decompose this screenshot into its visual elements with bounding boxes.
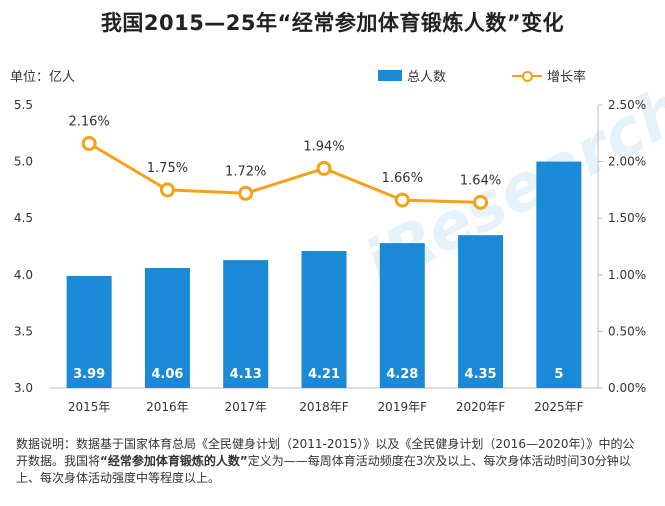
growth-rate-line: [88, 142, 481, 204]
growth-rate-point: [81, 135, 97, 151]
x-tick-label: 2018年F: [299, 400, 349, 414]
y-right-tick-label: 2.00%: [608, 155, 646, 169]
legend-label-growth: 增长率: [547, 70, 587, 85]
bar-value-label: 4.06: [151, 367, 183, 382]
growth-rate-point: [238, 185, 254, 201]
y-left-tick-label: 3.0: [14, 381, 33, 395]
y-right-tick-label: 1.00%: [608, 268, 646, 282]
bar-value-label: 4.13: [230, 367, 262, 382]
bar-value-label: 5: [554, 367, 563, 382]
y-left-tick-label: 5.5: [14, 98, 33, 112]
y-left-tick-label: 4.0: [14, 268, 33, 282]
x-tick-label: 2015年: [68, 400, 111, 414]
bar: [536, 161, 582, 388]
growth-rate-label: 1.66%: [382, 171, 423, 186]
bar-value-label: 4.35: [465, 367, 497, 382]
growth-rate-label: 1.75%: [147, 161, 188, 176]
y-left-tick-label: 5.0: [14, 155, 33, 169]
note-prefix: 数据说明：数据基于国家体育总局《全民健身计划（2011-2015）》以及《全民健…: [16, 437, 635, 468]
unit-label: 单位：亿人: [10, 70, 76, 85]
bar: [223, 260, 269, 388]
note-suffix: 定义为——每周体育活动频度在3次及以上、每次身体活动时间30分钟以上、每次身体活…: [16, 454, 631, 485]
legend-item-total: 总人数: [378, 66, 446, 85]
growth-rate-point: [473, 194, 489, 210]
y-right-tick-label: 1.50%: [608, 211, 646, 225]
y-left-tick-label: 3.5: [14, 324, 33, 338]
combo-chart: 3.0 3.5 4.0 4.5 5.0 5.5 0.00% 0.50% 1.00% 1.50% 2.…: [14, 98, 646, 414]
growth-rate-label: 1.64%: [460, 173, 501, 188]
bar: [66, 275, 112, 388]
legend-swatch-bar: [378, 70, 402, 81]
growth-rate-point: [159, 182, 175, 198]
legend-label-total: 总人数: [407, 70, 447, 85]
growth-rate-label: 2.16%: [68, 114, 109, 129]
bar: [144, 268, 190, 388]
x-tick-label: 2020年F: [456, 400, 506, 414]
legend-swatch-line: [512, 70, 542, 82]
growth-rate-point: [394, 192, 410, 208]
x-tick-label: 2017年: [224, 400, 267, 414]
bar: [458, 235, 504, 388]
x-tick-label: 2019年F: [378, 400, 428, 414]
bar: [379, 243, 425, 388]
x-tick-label: 2016年: [146, 400, 189, 414]
growth-rate-point: [316, 160, 332, 176]
bar: [301, 251, 347, 388]
y-right-tick-label: 0.00%: [608, 381, 646, 395]
bar-value-label: 4.28: [386, 367, 418, 382]
y-right-tick-label: 2.50%: [608, 98, 646, 112]
bar-value-label: 4.21: [308, 367, 340, 382]
data-note: 数据说明：数据基于国家体育总局《全民健身计划（2011-2015）》以及《全民健…: [16, 436, 646, 487]
y-left-tick-label: 4.5: [14, 211, 33, 225]
legend-item-growth: 增长率: [512, 66, 586, 85]
chart-title: 我国2015—25年“经常参加体育锻炼人数”变化: [100, 11, 565, 35]
note-highlight: “经常参加体育锻炼的人数”: [100, 454, 248, 468]
y-right-tick-label: 0.50%: [608, 324, 646, 338]
x-tick-label: 2025年F: [534, 400, 584, 414]
growth-rate-label: 1.94%: [303, 139, 344, 154]
bar-value-label: 3.99: [73, 367, 105, 382]
growth-rate-label: 1.72%: [225, 164, 266, 179]
